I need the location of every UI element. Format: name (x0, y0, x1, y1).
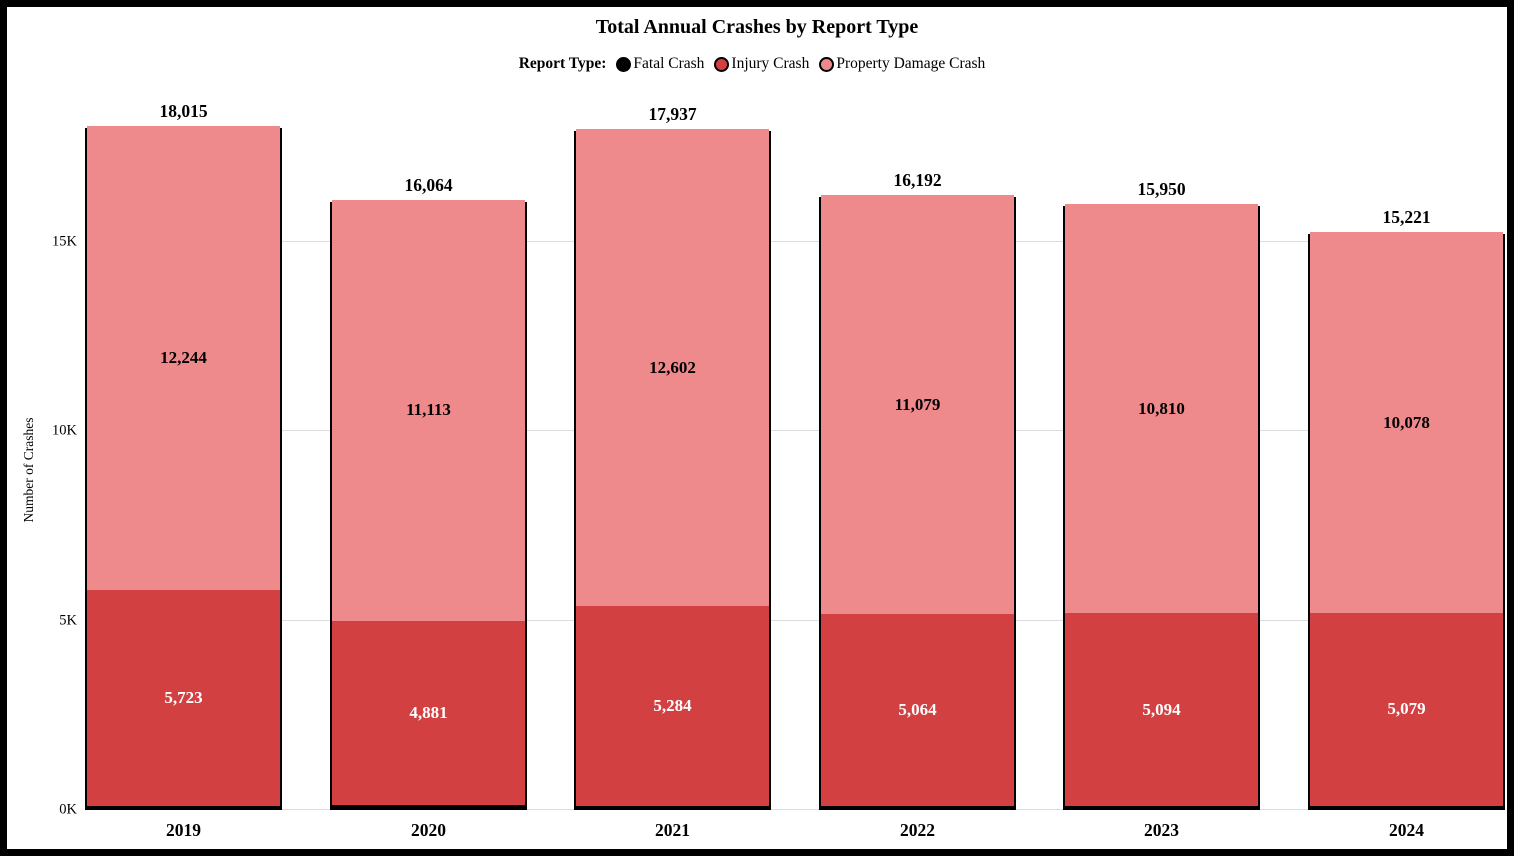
bar-2024: 5,079 10,078 (1308, 231, 1505, 810)
bar-segment-injury-crash (1310, 613, 1503, 806)
bar-total-label: 15,950 (1137, 179, 1186, 200)
bar-segment-property-damage-crash (1310, 231, 1503, 614)
bar-segment-injury-crash (332, 620, 525, 806)
bar-segment-property-damage-crash (821, 195, 1014, 615)
bar-total-label: 16,064 (404, 174, 453, 195)
bar-total-label: 16,192 (893, 170, 942, 191)
bar-total-label: 15,221 (1382, 206, 1431, 227)
bar-segment-fatal-crash (1310, 805, 1503, 808)
bar-segment-fatal-crash (1065, 806, 1258, 808)
legend-item-label: Injury Crash (731, 55, 810, 72)
bar-segment-fatal-crash (821, 806, 1014, 808)
bar-segment-injury-crash (87, 589, 280, 807)
bar-segment-injury-crash (821, 614, 1014, 807)
x-tick-label-2023: 2023 (1144, 820, 1179, 840)
legend-title: Report Type: (518, 55, 607, 72)
legend-item-fatal-crash: Fatal Crash (616, 55, 704, 73)
y-tick-label: 0K (59, 801, 77, 818)
property-damage-crash-marker-icon (819, 56, 835, 72)
injury-crash-marker-icon (714, 56, 730, 72)
legend-item-property-damage-crash: Property Damage Crash (819, 55, 985, 73)
bar-segment-fatal-crash (332, 805, 525, 808)
x-tick-label-2021: 2021 (655, 820, 690, 840)
legend-item-label: Property Damage Crash (836, 55, 986, 72)
legend-item-injury-crash: Injury Crash (714, 55, 809, 73)
bar-segment-fatal-crash (576, 806, 769, 808)
x-tick-label-2019: 2019 (166, 820, 201, 840)
bar-2023: 5,094 10,810 (1063, 204, 1260, 810)
gridline (85, 241, 1505, 243)
chart-title: Total Annual Crashes by Report Type (595, 16, 919, 38)
bar-segment-property-damage-crash (576, 128, 769, 607)
bar-2020: 4,881 11,113 (330, 199, 527, 810)
gridline (85, 809, 1505, 810)
legend-item-label: Fatal Crash (633, 55, 705, 72)
x-tick-label-2022: 2022 (900, 820, 935, 840)
plot-area: 5,723 12,244 18,015 2019 4,881 11,113 16,064 20… (85, 101, 1505, 840)
y-tick-label: 15K (52, 233, 77, 250)
gridline (85, 619, 1505, 621)
bar-total-label: 17,937 (648, 103, 697, 124)
y-tick-label: 10K (52, 422, 77, 439)
x-tick-label-2020: 2020 (411, 820, 446, 840)
x-tick-label-2024: 2024 (1389, 820, 1424, 840)
fatal-crash-marker-icon (616, 56, 632, 72)
bar-segment-property-damage-crash (87, 126, 280, 590)
bar-total-label: 18,015 (159, 101, 208, 121)
bar-2019: 5,723 12,244 (85, 126, 282, 810)
bar-segment-injury-crash (1065, 613, 1258, 807)
y-axis: 0K 5K 10K 15K (7, 128, 77, 818)
bar-segment-fatal-crash (87, 806, 280, 808)
bar-2021: 5,284 12,602 (574, 128, 771, 810)
legend: Report Type: Fatal Crash Injury Crash Prop… (7, 55, 1507, 73)
bar-segment-property-damage-crash (1065, 204, 1258, 614)
bar-2022: 5,064 11,079 (819, 195, 1016, 810)
y-tick-label: 5K (59, 612, 77, 629)
gridline (85, 430, 1505, 432)
bar-segment-property-damage-crash (332, 199, 525, 621)
bar-segment-injury-crash (576, 606, 769, 807)
